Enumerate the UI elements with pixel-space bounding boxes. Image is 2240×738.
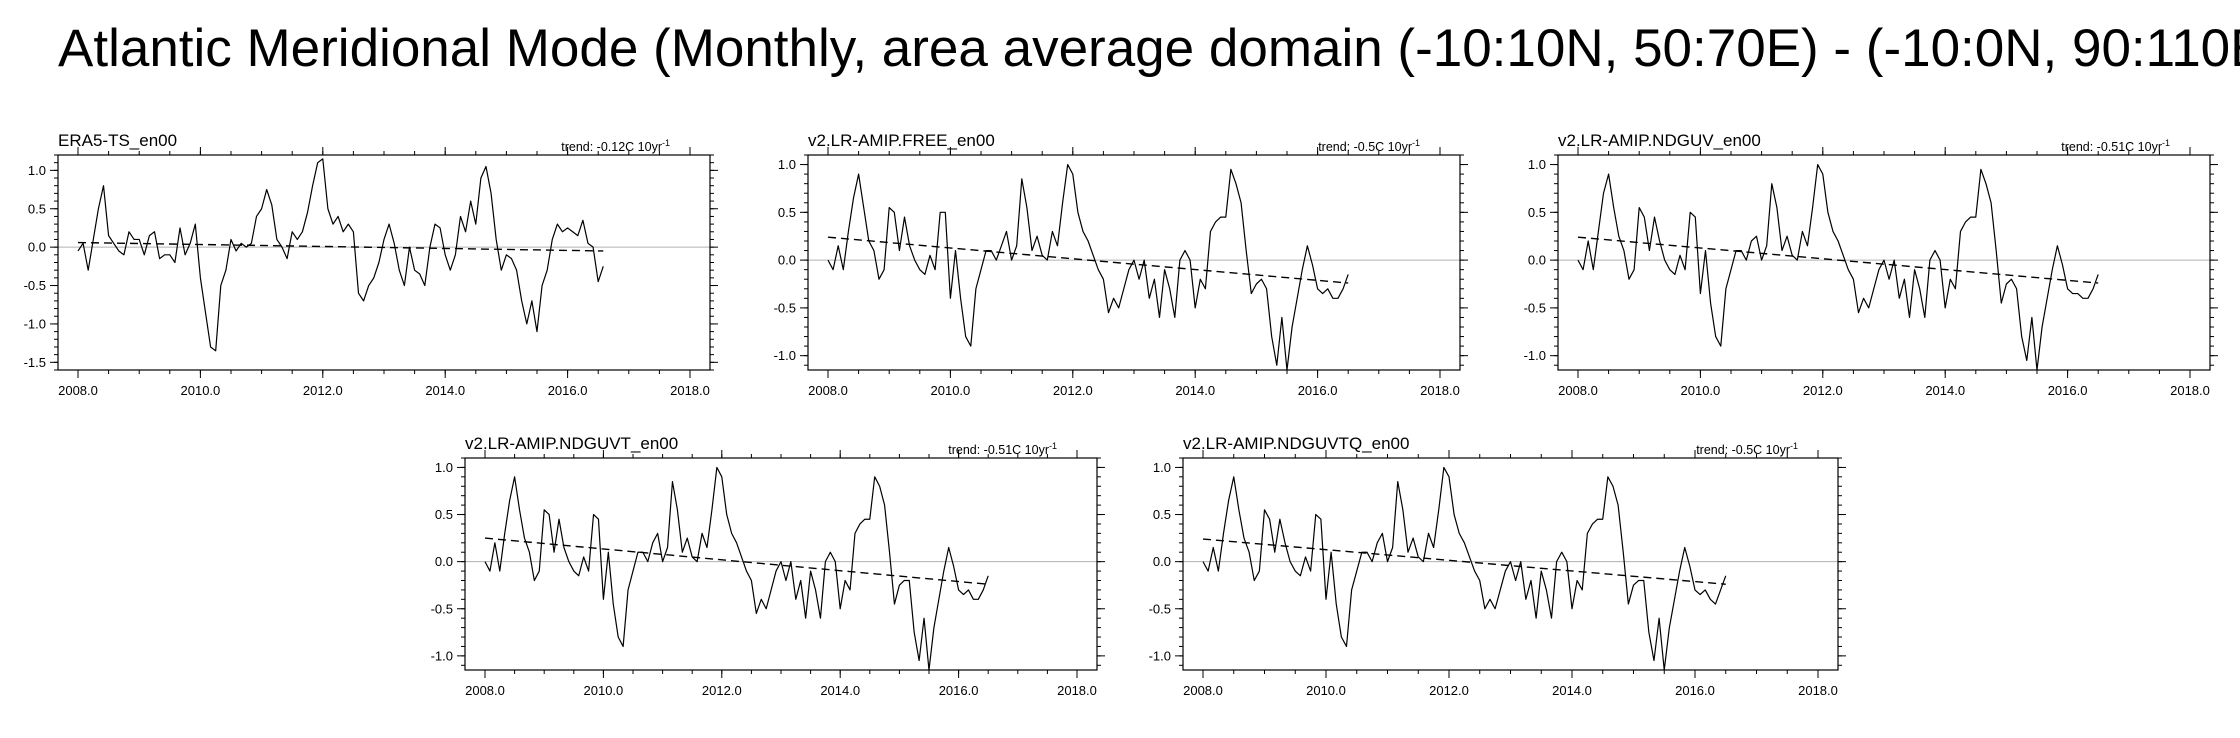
chart-svg: 1.0 0.5 0.0 -0.5 -1.0 2008.0 2010.0 2012.0 2014.… — [774, 147, 1468, 398]
x-tick-label: 2008.0 — [1183, 683, 1223, 698]
plot-frame — [57, 154, 711, 371]
x-tick-label: 2016.0 — [548, 383, 588, 398]
chart-title: v2.LR-AMIP.FREE_en00 — [808, 131, 995, 150]
x-tick-label: 2012.0 — [1429, 683, 1469, 698]
x-tick-label: 2014.0 — [425, 383, 465, 398]
chart-svg: 1.0 0.5 0.0 -0.5 -1.0 2008.0 2010.0 2012.0 2014.… — [1149, 450, 1846, 698]
x-tick-label: 2018.0 — [1057, 683, 1097, 698]
x-tick-label: 2010.0 — [1306, 683, 1346, 698]
x-tick-label: 2008.0 — [465, 683, 505, 698]
trend-line — [827, 236, 1349, 284]
y-tick-label: 1.0 — [1528, 157, 1546, 172]
y-tick-label: -0.5 — [431, 601, 453, 616]
x-tick-label: 2016.0 — [1298, 383, 1338, 398]
x-tick-label: 2014.0 — [1175, 383, 1215, 398]
chart-panel-ndguvt: v2.LR-AMIP.NDGUVT_en00 trend: -0.51C 10yr… — [415, 428, 1107, 705]
trend-line — [484, 537, 989, 585]
x-tick-label: 2012.0 — [303, 383, 343, 398]
y-tick-label: -1.0 — [24, 316, 46, 331]
trend-label: trend: -0.5C 10yr-1 — [1696, 441, 1798, 458]
chart-title: v2.LR-AMIP.NDGUV_en00 — [1558, 131, 1761, 150]
chart-svg: 1.0 0.5 0.0 -0.5 -1.0 2008.0 2010.0 2012.0 2014.… — [431, 450, 1105, 698]
y-tick-label: 0.0 — [1153, 554, 1171, 569]
chart-title: v2.LR-AMIP.NDGUVTQ_en00 — [1183, 434, 1410, 453]
y-tick-label: -1.0 — [431, 648, 453, 663]
x-tick-label: 2018.0 — [1798, 683, 1838, 698]
x-tick-label: 2016.0 — [2048, 383, 2088, 398]
chart-panel-ndguvtq: v2.LR-AMIP.NDGUVTQ_en00 trend: -0.5C 10yr… — [1133, 428, 1848, 705]
x-tick-label: 2010.0 — [181, 383, 221, 398]
y-tick-label: 1.0 — [1153, 460, 1171, 475]
x-tick-label: 2014.0 — [1925, 383, 1965, 398]
trend-line — [1202, 538, 1726, 585]
y-tick-label: -0.5 — [774, 300, 796, 315]
y-tick-label: -0.5 — [1149, 601, 1171, 616]
x-tick-label: 2012.0 — [1053, 383, 1093, 398]
x-tick-label: 2014.0 — [820, 683, 860, 698]
y-tick-label: -1.0 — [1524, 348, 1546, 363]
plot-frame — [1182, 457, 1839, 671]
x-tick-label: 2018.0 — [2170, 383, 2210, 398]
y-tick-label: 0.0 — [1528, 253, 1546, 268]
chart-svg: 1.0 0.5 0.0 -0.5 -1.0 2008.0 2010.0 2012.0 2014.… — [1524, 147, 2218, 398]
x-tick-label: 2012.0 — [1803, 383, 1843, 398]
y-tick-label: 0.5 — [1528, 205, 1546, 220]
x-tick-label: 2016.0 — [1675, 683, 1715, 698]
y-tick-label: -1.0 — [1149, 648, 1171, 663]
chart-panel-era5: ERA5-TS_en00 trend: -0.12C 10yr-1 1.0 0.5 0.… — [8, 125, 720, 405]
trend-label: trend: -0.51C 10yr-1 — [948, 441, 1057, 458]
chart-panel-free: v2.LR-AMIP.FREE_en00 trend: -0.5C 10yr-1 1… — [758, 125, 1470, 405]
y-tick-label: -0.5 — [24, 278, 46, 293]
y-tick-label: 1.0 — [435, 460, 453, 475]
x-tick-label: 2012.0 — [702, 683, 742, 698]
x-tick-label: 2014.0 — [1552, 683, 1592, 698]
x-tick-label: 2010.0 — [931, 383, 971, 398]
x-tick-label: 2018.0 — [670, 383, 710, 398]
series-line — [77, 158, 604, 352]
series-line — [827, 163, 1349, 371]
series-line — [484, 466, 989, 671]
y-tick-label: 0.0 — [28, 240, 46, 255]
trend-label: trend: -0.12C 10yr-1 — [561, 138, 670, 155]
y-tick-label: 0.5 — [1153, 507, 1171, 522]
trend-line — [77, 241, 604, 252]
y-tick-label: -1.5 — [24, 355, 46, 370]
x-tick-label: 2010.0 — [584, 683, 624, 698]
series-line — [1202, 466, 1727, 671]
trend-line — [1577, 236, 2099, 284]
x-tick-label: 2008.0 — [58, 383, 98, 398]
y-tick-label: -0.5 — [1524, 300, 1546, 315]
y-tick-label: 0.5 — [28, 201, 46, 216]
y-tick-label: 0.0 — [435, 554, 453, 569]
plot-frame — [1557, 154, 2211, 371]
trend-label: trend: -0.5C 10yr-1 — [1318, 138, 1420, 155]
y-tick-label: -1.0 — [774, 348, 796, 363]
x-tick-label: 2008.0 — [1558, 383, 1598, 398]
y-tick-label: 0.5 — [778, 205, 796, 220]
page-title: Atlantic Meridional Mode (Monthly, area … — [58, 19, 2240, 78]
chart-svg: 1.0 0.5 0.0 -0.5 -1.0 -1.5 2008.0 2010.0 2012.0 2… — [24, 147, 718, 398]
x-tick-label: 2018.0 — [1420, 383, 1460, 398]
y-tick-label: 1.0 — [778, 157, 796, 172]
series-line — [1577, 163, 2099, 371]
y-tick-label: 1.0 — [28, 163, 46, 178]
x-tick-label: 2010.0 — [1681, 383, 1721, 398]
y-tick-label: 0.5 — [435, 507, 453, 522]
chart-panel-ndguv: v2.LR-AMIP.NDGUV_en00 trend: -0.51C 10yr-… — [1508, 125, 2220, 405]
x-tick-label: 2016.0 — [939, 683, 979, 698]
chart-title: ERA5-TS_en00 — [58, 131, 178, 150]
x-tick-label: 2008.0 — [808, 383, 848, 398]
y-tick-label: 0.0 — [778, 253, 796, 268]
chart-title: v2.LR-AMIP.NDGUVT_en00 — [465, 434, 679, 453]
trend-label: trend: -0.51C 10yr-1 — [2061, 138, 2170, 155]
plot-frame — [807, 154, 1461, 371]
